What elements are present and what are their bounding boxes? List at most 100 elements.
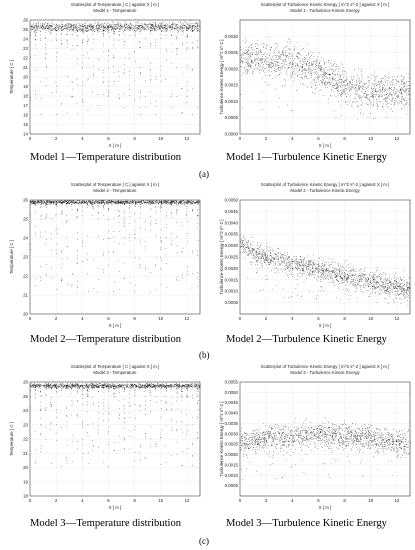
scatter-point bbox=[346, 96, 347, 97]
scatter-point bbox=[158, 25, 160, 26]
scatter-point bbox=[124, 25, 125, 27]
scatter-point bbox=[182, 200, 183, 202]
scatter-point bbox=[187, 201, 189, 202]
x-tick-label: 4 bbox=[81, 316, 84, 321]
scatter-point bbox=[198, 201, 200, 203]
scatter-point bbox=[111, 203, 112, 205]
scatter-point bbox=[154, 28, 155, 30]
scatter-point bbox=[87, 51, 89, 53]
scatter-point bbox=[387, 98, 388, 99]
scatter-point bbox=[143, 201, 144, 203]
scatter-point bbox=[71, 203, 73, 205]
scatter-point bbox=[139, 47, 141, 49]
scatter-point bbox=[150, 28, 152, 30]
scatter-point bbox=[368, 94, 370, 96]
y-tick-label: 16 bbox=[23, 113, 28, 118]
scatter-point bbox=[199, 201, 201, 203]
scatter-point bbox=[327, 70, 328, 71]
scatter-point bbox=[372, 92, 373, 94]
scatter-point bbox=[120, 201, 122, 202]
scatter-point bbox=[124, 204, 125, 206]
scatter-point bbox=[66, 29, 68, 30]
scatter-point bbox=[56, 39, 57, 41]
scatter-point bbox=[341, 99, 342, 101]
scatter-point bbox=[180, 26, 182, 27]
scatter-point bbox=[134, 98, 136, 100]
scatter-point bbox=[72, 89, 73, 90]
scatter-point bbox=[32, 28, 33, 30]
scatter-point bbox=[43, 200, 45, 202]
scatter-point bbox=[168, 202, 170, 204]
scatter-point bbox=[32, 24, 34, 25]
scatter-point bbox=[42, 24, 44, 26]
scatter-point bbox=[254, 59, 256, 61]
scatter-point bbox=[115, 27, 117, 29]
scatter-point bbox=[122, 28, 123, 30]
scatter-point bbox=[87, 27, 89, 29]
scatter-point bbox=[317, 61, 318, 63]
scatter-point bbox=[254, 64, 256, 66]
scatter-point bbox=[54, 28, 55, 29]
scatter-point bbox=[251, 60, 252, 62]
scatter-point bbox=[61, 201, 63, 203]
scatter-point bbox=[166, 227, 167, 228]
scatter-point bbox=[52, 201, 53, 203]
scatter-point bbox=[171, 34, 172, 36]
scatter-point bbox=[390, 104, 392, 105]
scatter-point bbox=[109, 201, 110, 202]
scatter-point bbox=[281, 53, 282, 55]
scatter-point bbox=[176, 37, 177, 39]
scatter-point bbox=[297, 65, 298, 67]
scatter-point bbox=[135, 202, 137, 203]
scatter-point bbox=[125, 200, 126, 202]
scatter-point bbox=[101, 200, 102, 202]
scatter-point bbox=[121, 202, 122, 203]
scatter-point bbox=[192, 201, 194, 202]
scatter-point bbox=[406, 113, 407, 115]
scatter-point bbox=[39, 231, 41, 233]
scatter-point bbox=[282, 51, 283, 52]
scatter-point bbox=[155, 26, 157, 27]
scatter-point bbox=[314, 263, 316, 264]
scatter-point bbox=[274, 69, 275, 71]
scatter-point bbox=[187, 201, 189, 203]
scatter-point bbox=[53, 203, 55, 205]
scatter-point bbox=[327, 82, 328, 84]
scatter-point bbox=[168, 26, 170, 28]
scatter-point bbox=[171, 42, 173, 44]
scatter-point bbox=[82, 200, 83, 201]
scatter-point bbox=[176, 278, 177, 280]
scatter-point bbox=[40, 114, 42, 115]
scatter-point bbox=[278, 53, 280, 54]
scatter-point bbox=[248, 54, 250, 56]
scatter-point bbox=[170, 96, 172, 97]
scatter-point bbox=[364, 84, 365, 85]
scatter-point bbox=[78, 23, 80, 24]
scatter-point bbox=[316, 63, 317, 64]
scatter-point bbox=[393, 298, 395, 300]
scatter-point bbox=[83, 29, 85, 31]
scatter-point bbox=[98, 24, 99, 26]
scatter-point bbox=[72, 45, 73, 46]
scatter-point bbox=[45, 47, 46, 48]
y-tick-label: 0.0010 bbox=[225, 289, 239, 294]
scatter-point bbox=[197, 250, 198, 252]
scatter-point bbox=[296, 261, 298, 262]
scatter-point bbox=[118, 210, 119, 211]
scatter-point bbox=[192, 273, 193, 274]
scatter-point bbox=[48, 27, 49, 29]
scatter-point bbox=[401, 75, 403, 76]
scatter-point bbox=[362, 91, 363, 93]
scatter-point bbox=[55, 230, 57, 232]
scatter-point bbox=[406, 94, 407, 96]
scatter-point bbox=[34, 204, 36, 205]
scatter-point bbox=[386, 280, 387, 282]
scatter-point bbox=[96, 203, 98, 204]
scatter-point bbox=[119, 29, 120, 30]
scatter-point bbox=[120, 24, 121, 26]
scatter-point bbox=[153, 26, 154, 27]
scatter-point bbox=[404, 77, 405, 78]
scatter-point bbox=[263, 44, 265, 46]
scatter-point bbox=[186, 201, 187, 203]
scatter-point bbox=[294, 58, 295, 60]
